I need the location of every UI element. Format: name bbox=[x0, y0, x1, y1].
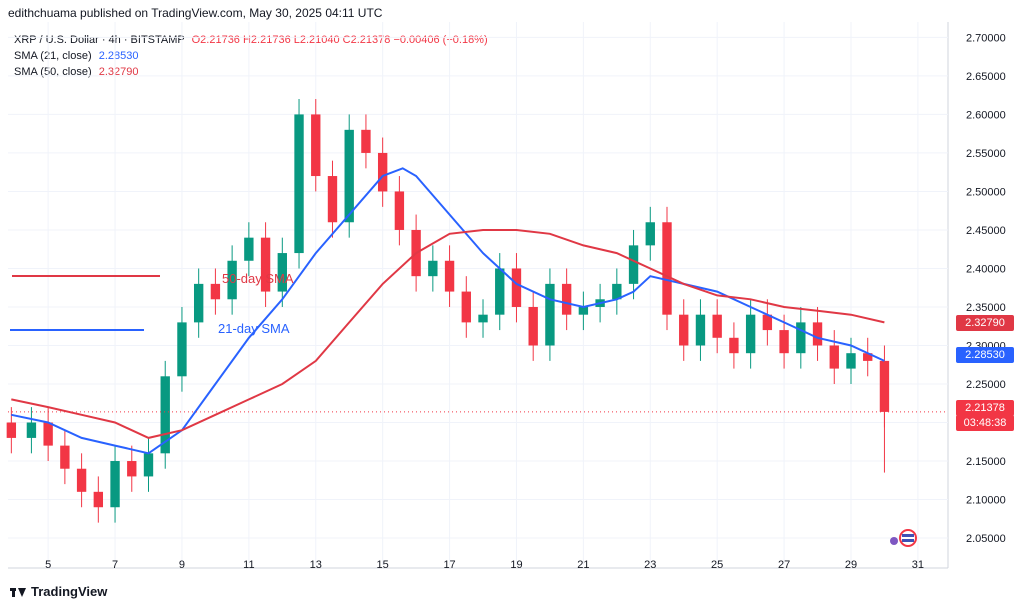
candle-body bbox=[812, 322, 823, 346]
time-tick-label: 13 bbox=[310, 559, 322, 571]
tradingview-logo-icon bbox=[10, 587, 26, 597]
time-tick-label: 25 bbox=[711, 559, 723, 571]
sma50-price-tag: 2.32790 bbox=[956, 315, 1014, 331]
candle-body bbox=[227, 260, 237, 300]
candle-body bbox=[628, 245, 639, 284]
legend-sma50-label: SMA (50, close) bbox=[14, 66, 92, 78]
candle-body bbox=[43, 422, 53, 446]
time-tick-label: 23 bbox=[644, 559, 656, 571]
countdown-tag: 03:48:38 bbox=[956, 415, 1014, 431]
time-tick-label: 21 bbox=[577, 559, 589, 571]
candle-body bbox=[561, 283, 572, 315]
candle-body bbox=[461, 291, 471, 323]
footer-brand-text: TradingView bbox=[31, 584, 108, 599]
price-tick-label: 2.45000 bbox=[966, 225, 1006, 237]
price-tick-label: 2.65000 bbox=[966, 71, 1006, 83]
price-tick-label: 2.10000 bbox=[966, 495, 1006, 507]
candle-body bbox=[110, 461, 120, 508]
candle-body bbox=[294, 114, 304, 254]
candle-body bbox=[511, 268, 522, 307]
time-tick-label: 27 bbox=[778, 559, 790, 571]
candle-body bbox=[612, 283, 622, 300]
candle-body bbox=[327, 176, 338, 223]
candle-body bbox=[879, 360, 890, 412]
candle-body bbox=[444, 260, 455, 292]
time-tick-label: 15 bbox=[377, 559, 389, 571]
time-tick-label: 9 bbox=[179, 559, 185, 571]
candle-body bbox=[260, 237, 271, 292]
annotation-sma21-label: 21-day SMA bbox=[218, 321, 290, 336]
candle-body bbox=[127, 461, 137, 477]
candle-body bbox=[210, 283, 221, 300]
candle-body bbox=[679, 314, 689, 346]
candle-body bbox=[779, 330, 789, 354]
candle-body bbox=[377, 152, 388, 192]
candle-body bbox=[712, 314, 722, 338]
legend-sma50-row: SMA (50, close) 2.32790 bbox=[14, 64, 488, 80]
time-tick-label: 29 bbox=[845, 559, 857, 571]
sma50-line bbox=[11, 229, 885, 439]
candle-body bbox=[277, 253, 287, 292]
candle-body bbox=[662, 222, 672, 315]
candle-body bbox=[428, 260, 438, 277]
candle-body bbox=[361, 129, 371, 153]
candle-body bbox=[344, 129, 354, 223]
legend-sma21-value: 2.28530 bbox=[98, 50, 139, 62]
price-tick-label: 2.60000 bbox=[966, 109, 1006, 121]
price-tick-label: 2.05000 bbox=[966, 533, 1006, 545]
candle-body bbox=[244, 237, 254, 261]
candle-body bbox=[143, 453, 154, 477]
time-tick-label: 5 bbox=[45, 559, 51, 571]
price-tick-label: 2.50000 bbox=[966, 186, 1006, 198]
publisher-line: edithchuama published on TradingView.com… bbox=[8, 6, 383, 20]
last-price-tag: 2.21378 bbox=[956, 400, 1014, 416]
legend-sma21-row: SMA (21, close) 2.28530 bbox=[14, 48, 488, 64]
candle-body bbox=[177, 322, 187, 377]
events-flag-icon[interactable] bbox=[886, 528, 920, 548]
sma21-line bbox=[11, 167, 885, 455]
candle-body bbox=[762, 314, 773, 331]
candle-body bbox=[645, 222, 655, 246]
candle-body bbox=[545, 283, 555, 346]
legend-sma50-value: 2.32790 bbox=[98, 66, 139, 78]
candle-body bbox=[695, 314, 706, 346]
annotation-sma50-label: 50-day SMA bbox=[222, 271, 294, 286]
candle-body bbox=[729, 337, 739, 354]
candle-body bbox=[93, 491, 104, 508]
price-tick-label: 2.40000 bbox=[966, 263, 1006, 275]
candle-body bbox=[394, 191, 405, 230]
candle-body bbox=[311, 114, 321, 177]
candle-body bbox=[829, 345, 839, 369]
candle-body bbox=[26, 422, 37, 438]
candle-body bbox=[6, 422, 17, 438]
time-tick-label: 17 bbox=[443, 559, 455, 571]
footer-brand[interactable]: TradingView bbox=[10, 584, 107, 599]
time-tick-label: 19 bbox=[510, 559, 522, 571]
candle-body bbox=[846, 353, 856, 369]
candle-body bbox=[478, 314, 488, 323]
price-tick-label: 2.25000 bbox=[966, 379, 1006, 391]
time-tick-label: 31 bbox=[912, 559, 924, 571]
candle-body bbox=[495, 268, 505, 315]
candle-body bbox=[578, 306, 589, 315]
price-tick-label: 2.55000 bbox=[966, 148, 1006, 160]
price-tick-label: 2.15000 bbox=[966, 456, 1006, 468]
candle-body bbox=[745, 314, 756, 354]
candle-body bbox=[193, 283, 204, 323]
candle-body bbox=[60, 445, 70, 469]
time-tick-label: 7 bbox=[112, 559, 118, 571]
price-tick-label: 2.70000 bbox=[966, 32, 1006, 44]
price-tick-label: 2.35000 bbox=[966, 302, 1006, 314]
candle-body bbox=[796, 322, 806, 354]
sma21-price-tag: 2.28530 bbox=[956, 347, 1014, 363]
legend-sma21-label: SMA (21, close) bbox=[14, 50, 92, 62]
candle-body bbox=[528, 306, 538, 346]
candle-body bbox=[863, 353, 873, 361]
candle-body bbox=[160, 376, 170, 454]
time-tick-label: 11 bbox=[243, 559, 254, 571]
candle-body bbox=[76, 468, 87, 492]
